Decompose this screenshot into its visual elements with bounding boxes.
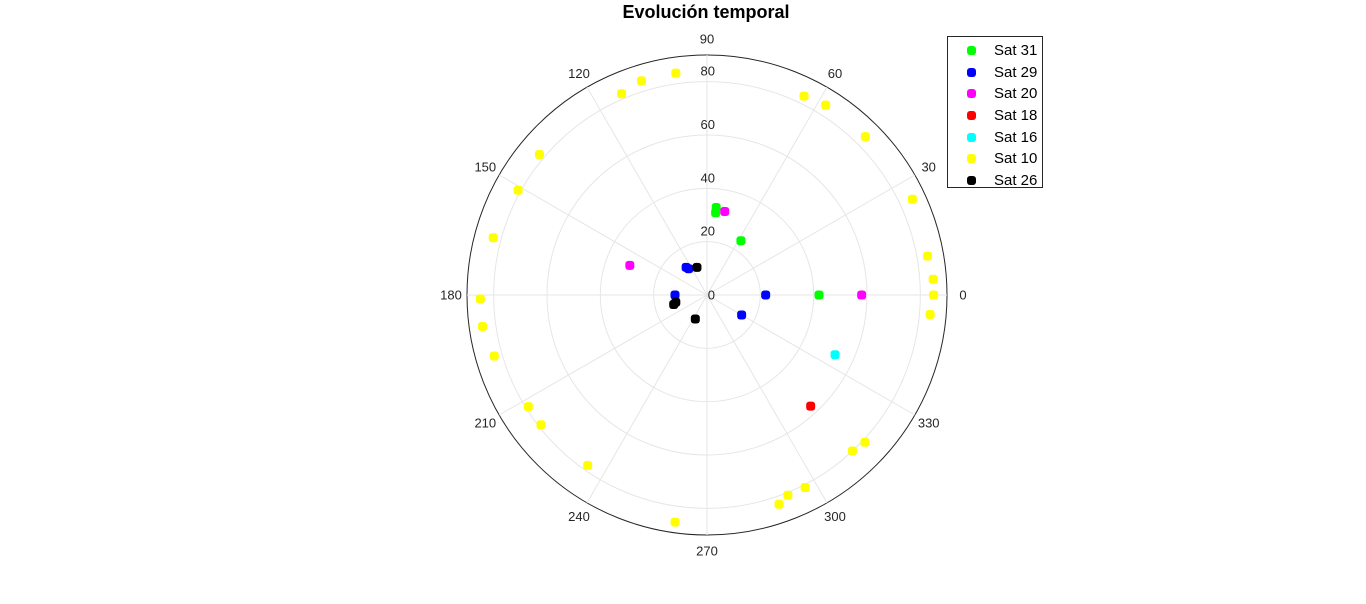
- legend-marker: [967, 175, 976, 185]
- data-point: [847, 446, 857, 456]
- theta-tick-label: 240: [568, 509, 590, 524]
- data-point: [523, 402, 533, 412]
- r-tick-label: 0: [708, 288, 715, 303]
- data-point: [625, 260, 635, 270]
- data-point: [692, 262, 702, 272]
- theta-tick-label: 0: [959, 288, 966, 303]
- data-point: [711, 202, 721, 212]
- data-point: [923, 251, 933, 261]
- axis-tick-labels: 0 30 60 90 120 150 180 210 240 270 300 330 0 20 40 60 80: [440, 32, 966, 559]
- data-point: [821, 100, 831, 110]
- chart-title: Evolución temporal: [622, 2, 790, 22]
- data-point: [670, 517, 680, 527]
- legend-marker: [967, 67, 976, 77]
- data-point: [681, 262, 691, 272]
- data-point: [761, 290, 771, 300]
- grid-spoke: [498, 174, 708, 296]
- theta-tick-label: 330: [918, 416, 940, 431]
- data-point: [671, 68, 681, 78]
- legend-item: Sat 20: [948, 83, 1042, 105]
- theta-tick-label: 270: [696, 544, 718, 559]
- legend-label: Sat 18: [994, 107, 1038, 125]
- data-point: [857, 290, 867, 300]
- legend-item: Sat 29: [948, 62, 1042, 84]
- r-tick-label: 60: [701, 117, 715, 132]
- grid-spoke: [706, 174, 916, 296]
- legend-marker: [967, 89, 976, 99]
- data-point: [799, 91, 809, 101]
- legend-item: Sat 10: [948, 148, 1042, 170]
- data-point: [690, 314, 700, 324]
- data-point: [637, 76, 647, 86]
- grid-spoke: [498, 294, 708, 416]
- data-point: [536, 420, 546, 430]
- data-point: [617, 89, 627, 99]
- data-point: [814, 290, 824, 300]
- grid-spoke: [586, 294, 708, 504]
- data-point: [860, 132, 870, 142]
- grid-spoke: [706, 294, 828, 504]
- legend-marker: [967, 46, 976, 56]
- legend-marker: [967, 111, 976, 121]
- theta-tick-label: 120: [568, 66, 590, 81]
- data-point: [925, 310, 935, 320]
- theta-tick-label: 90: [700, 32, 714, 47]
- data-point: [737, 310, 747, 320]
- r-tick-label: 80: [701, 64, 715, 79]
- data-point: [670, 290, 680, 300]
- legend-item: Sat 16: [948, 126, 1042, 148]
- data-point: [860, 437, 870, 447]
- grid-spoke: [586, 86, 708, 296]
- theta-tick-label: 150: [474, 160, 496, 175]
- data-point: [489, 351, 499, 361]
- legend-item: Sat 18: [948, 105, 1042, 127]
- data-point: [669, 300, 679, 310]
- data-point: [513, 185, 523, 195]
- data-point: [478, 322, 488, 332]
- data-point: [534, 149, 544, 159]
- legend-label: Sat 16: [994, 128, 1038, 146]
- legend-label: Sat 31: [994, 42, 1038, 60]
- theta-tick-label: 60: [828, 66, 842, 81]
- theta-tick-label: 30: [921, 160, 935, 175]
- legend-label: Sat 29: [994, 63, 1038, 81]
- data-point: [806, 401, 816, 411]
- data-point: [720, 207, 730, 217]
- data-point: [583, 460, 593, 470]
- data-point: [830, 350, 840, 360]
- legend-item: Sat 31: [948, 40, 1042, 62]
- data-point: [475, 294, 485, 304]
- data-point: [928, 274, 938, 284]
- polar-grid: [466, 54, 948, 536]
- legend-marker: [967, 154, 976, 164]
- data-point: [907, 194, 917, 204]
- data-point: [736, 236, 746, 246]
- legend-label: Sat 20: [994, 85, 1038, 103]
- r-tick-label: 40: [701, 170, 715, 185]
- legend-marker: [967, 132, 976, 142]
- data-points: [475, 68, 939, 527]
- data-point: [488, 233, 498, 243]
- theta-tick-label: 300: [824, 509, 846, 524]
- r-tick-label: 20: [701, 224, 715, 239]
- theta-tick-label: 210: [474, 416, 496, 431]
- grid-spoke: [706, 86, 828, 296]
- legend-label: Sat 26: [994, 171, 1038, 189]
- data-point: [783, 490, 793, 500]
- data-point: [774, 499, 784, 509]
- legend: Sat 31 Sat 29 Sat 20 Sat 18 Sat 16 Sat 10 Sat …: [947, 36, 1043, 189]
- data-point: [800, 482, 810, 492]
- data-point: [929, 290, 939, 300]
- legend-label: Sat 10: [994, 150, 1038, 168]
- legend-item: Sat 26: [948, 170, 1042, 192]
- theta-tick-label: 180: [440, 288, 462, 303]
